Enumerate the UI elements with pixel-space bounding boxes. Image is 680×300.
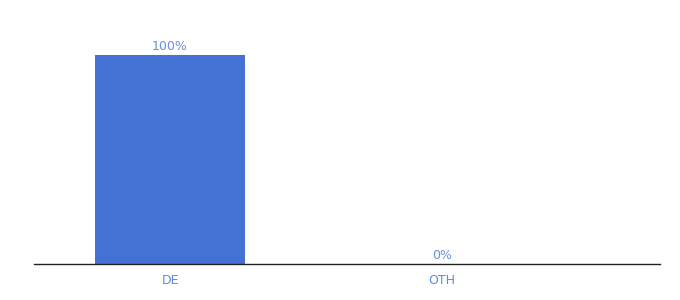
- Bar: [95, 55, 245, 264]
- Text: 100%: 100%: [152, 40, 188, 53]
- Text: 0%: 0%: [432, 249, 452, 262]
